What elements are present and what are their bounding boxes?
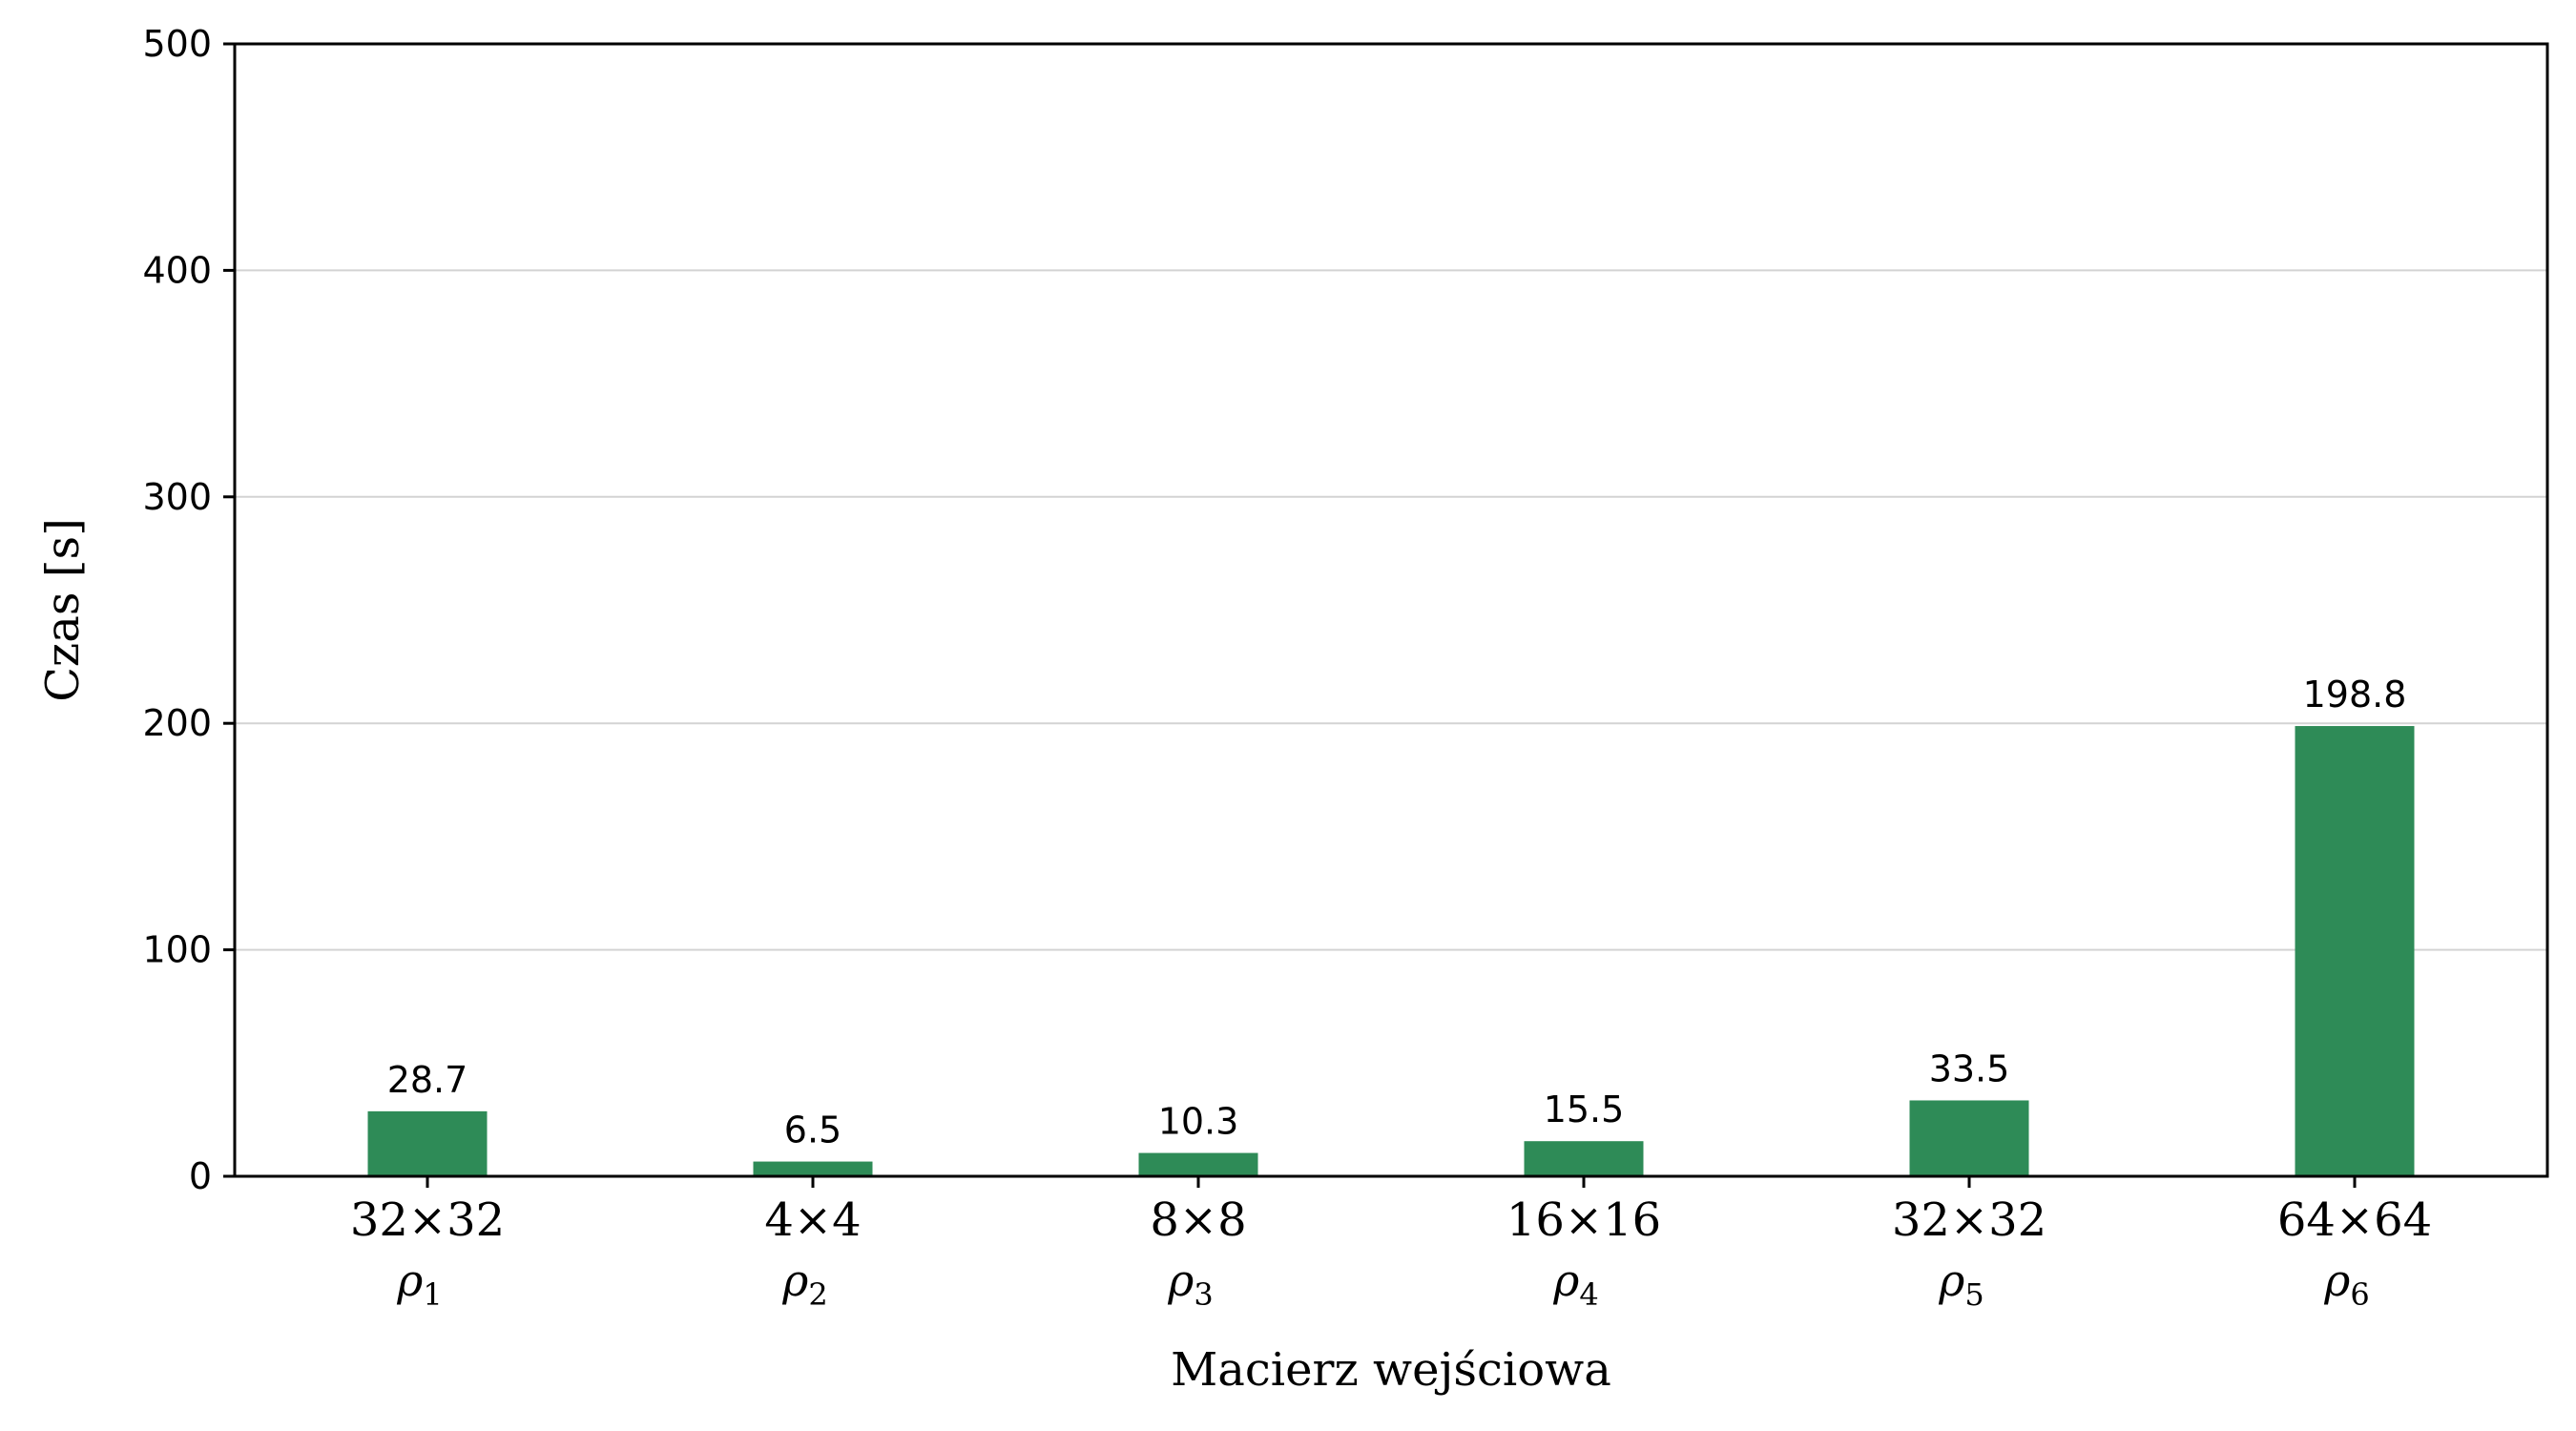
data-label: 198.8 xyxy=(2303,674,2407,716)
data-label: 6.5 xyxy=(784,1110,841,1151)
y-axis-title: Czas [s] xyxy=(36,518,90,702)
data-label: 10.3 xyxy=(1158,1101,1239,1143)
y-tick-label: 300 xyxy=(142,476,212,518)
x-tick-label: 4×4 xyxy=(764,1193,861,1247)
x-tick-sublabel: ρ3 xyxy=(1167,1255,1213,1313)
x-tick-sublabel: ρ6 xyxy=(2323,1255,2369,1313)
plot-frame xyxy=(233,42,2549,1178)
data-labels: 28.7 6.5 10.3 15.5 33.5 198.8 xyxy=(387,674,2407,1151)
y-tick-label: 500 xyxy=(142,23,212,65)
x-tick-label: 32×32 xyxy=(350,1193,505,1247)
x-tick-label: 32×32 xyxy=(1892,1193,2046,1247)
y-tick-label: 400 xyxy=(142,249,212,291)
bar xyxy=(1524,1141,1644,1176)
x-tick-label: 8×8 xyxy=(1150,1193,1246,1247)
y-tick-label: 0 xyxy=(189,1155,212,1197)
x-tick-label: 64×64 xyxy=(2277,1193,2432,1247)
x-tick-sublabel: ρ4 xyxy=(1552,1255,1598,1313)
data-label: 15.5 xyxy=(1544,1089,1625,1130)
y-axis-ticks: 0 100 200 300 400 500 xyxy=(142,23,235,1197)
data-label: 33.5 xyxy=(1929,1047,2010,1089)
x-axis-ticks: 32×32 ρ1 4×4 ρ2 8×8 ρ3 16×16 ρ4 32×32 ρ5 64×64 ρ6 xyxy=(350,1176,2432,1313)
bar xyxy=(367,1110,488,1176)
bar xyxy=(2295,726,2415,1176)
bar xyxy=(753,1161,873,1176)
bar xyxy=(1909,1100,2029,1176)
y-tick-label: 200 xyxy=(142,702,212,744)
bar xyxy=(1138,1152,1258,1176)
y-tick-label: 100 xyxy=(142,929,212,971)
data-label: 28.7 xyxy=(387,1059,468,1101)
x-tick-sublabel: ρ2 xyxy=(781,1255,827,1313)
grid-lines xyxy=(235,269,2547,951)
x-tick-sublabel: ρ1 xyxy=(396,1255,442,1313)
x-tick-label: 16×16 xyxy=(1506,1193,1661,1247)
bars xyxy=(367,726,2415,1176)
x-tick-sublabel: ρ5 xyxy=(1938,1255,1984,1313)
x-axis-title: Macierz wejściowa xyxy=(1171,1343,1611,1397)
